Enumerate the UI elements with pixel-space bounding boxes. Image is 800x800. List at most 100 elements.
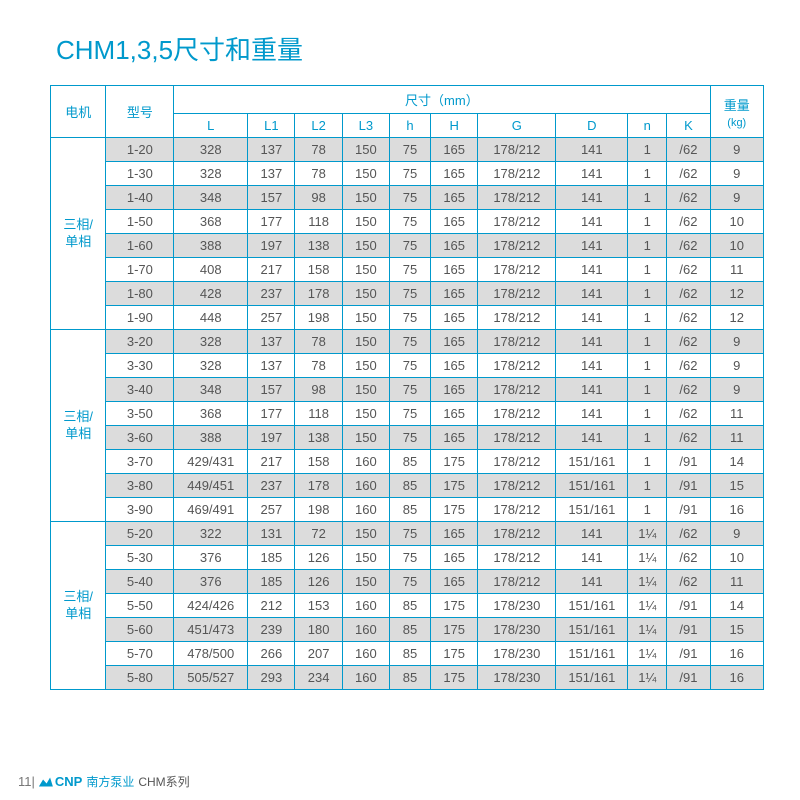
cell-D: 141: [556, 234, 628, 258]
cell-D: 151/161: [556, 594, 628, 618]
cell-h: 75: [389, 138, 430, 162]
table-row: 三相/单相5-203221317215075165178/2121411¼/62…: [51, 522, 764, 546]
cell-w: 16: [710, 666, 763, 690]
cell-H: 165: [431, 186, 478, 210]
cell-H: 165: [431, 138, 478, 162]
cell-K: /62: [667, 330, 710, 354]
cell-m: 3-90: [106, 498, 174, 522]
cell-L3: 150: [342, 402, 389, 426]
motor-cell: 三相/单相: [51, 522, 106, 690]
th-h: h: [389, 114, 430, 138]
cell-G: 178/230: [478, 666, 556, 690]
cell-L3: 150: [342, 522, 389, 546]
cell-w: 11: [710, 402, 763, 426]
cell-w: 9: [710, 138, 763, 162]
cell-D: 151/161: [556, 498, 628, 522]
series-label: CHM系列: [138, 773, 189, 790]
cell-K: /91: [667, 474, 710, 498]
cell-h: 85: [389, 450, 430, 474]
cell-n: 1¼: [628, 522, 667, 546]
cell-L: 348: [174, 378, 248, 402]
cell-D: 141: [556, 162, 628, 186]
cell-D: 141: [556, 138, 628, 162]
cell-w: 14: [710, 594, 763, 618]
cell-G: 178/212: [478, 138, 556, 162]
cell-L: 408: [174, 258, 248, 282]
cell-G: 178/212: [478, 306, 556, 330]
spec-table: 电机型号尺寸（mm）重量(kg)LL1L2L3hHGDnK 三相/单相1-203…: [50, 85, 764, 690]
cell-m: 3-20: [106, 330, 174, 354]
cell-D: 151/161: [556, 642, 628, 666]
cell-m: 3-70: [106, 450, 174, 474]
cell-H: 165: [431, 162, 478, 186]
cell-L3: 150: [342, 186, 389, 210]
cell-D: 141: [556, 330, 628, 354]
cell-K: /62: [667, 210, 710, 234]
cell-m: 1-60: [106, 234, 174, 258]
cell-D: 141: [556, 354, 628, 378]
table-row: 5-50424/42621215316085175178/230151/1611…: [51, 594, 764, 618]
cell-n: 1¼: [628, 570, 667, 594]
th-model: 型号: [106, 86, 174, 138]
cell-K: /91: [667, 618, 710, 642]
cell-K: /62: [667, 402, 710, 426]
cell-m: 5-50: [106, 594, 174, 618]
cell-L: 449/451: [174, 474, 248, 498]
cell-H: 175: [431, 642, 478, 666]
cell-L: 424/426: [174, 594, 248, 618]
cell-H: 175: [431, 474, 478, 498]
cell-L3: 150: [342, 258, 389, 282]
cell-H: 165: [431, 234, 478, 258]
table-row: 5-80505/52729323416085175178/230151/1611…: [51, 666, 764, 690]
cell-D: 151/161: [556, 666, 628, 690]
table-row: 1-8042823717815075165178/2121411/6212: [51, 282, 764, 306]
cell-L1: 257: [248, 498, 295, 522]
cell-L: 322: [174, 522, 248, 546]
cell-L1: 137: [248, 138, 295, 162]
table-row: 3-70429/43121715816085175178/212151/1611…: [51, 450, 764, 474]
cell-w: 16: [710, 498, 763, 522]
cell-G: 178/212: [478, 330, 556, 354]
cell-m: 5-20: [106, 522, 174, 546]
cell-L3: 150: [342, 378, 389, 402]
cell-n: 1¼: [628, 666, 667, 690]
cell-L3: 150: [342, 546, 389, 570]
cell-D: 141: [556, 546, 628, 570]
table-row: 1-303281377815075165178/2121411/629: [51, 162, 764, 186]
cell-L2: 118: [295, 210, 342, 234]
cell-h: 75: [389, 282, 430, 306]
cell-H: 165: [431, 426, 478, 450]
cell-L2: 158: [295, 258, 342, 282]
cell-n: 1: [628, 498, 667, 522]
cell-n: 1: [628, 474, 667, 498]
table-row: 5-3037618512615075165178/2121411¼/6210: [51, 546, 764, 570]
cell-w: 15: [710, 474, 763, 498]
cell-n: 1: [628, 306, 667, 330]
cell-G: 178/212: [478, 210, 556, 234]
cell-L3: 150: [342, 234, 389, 258]
cell-K: /62: [667, 186, 710, 210]
cell-G: 178/212: [478, 426, 556, 450]
cell-L2: 78: [295, 354, 342, 378]
cell-L2: 180: [295, 618, 342, 642]
cell-L: 388: [174, 426, 248, 450]
cell-h: 75: [389, 210, 430, 234]
brand-logo: CNP: [39, 774, 82, 789]
cell-K: /62: [667, 426, 710, 450]
cell-L3: 150: [342, 426, 389, 450]
cell-L3: 150: [342, 354, 389, 378]
cell-n: 1: [628, 450, 667, 474]
cell-h: 75: [389, 186, 430, 210]
th-D: D: [556, 114, 628, 138]
cell-H: 175: [431, 666, 478, 690]
cell-L1: 212: [248, 594, 295, 618]
cell-m: 5-40: [106, 570, 174, 594]
table-row: 5-70478/50026620716085175178/230151/1611…: [51, 642, 764, 666]
cell-L3: 160: [342, 498, 389, 522]
cell-w: 9: [710, 378, 763, 402]
cell-L2: 198: [295, 498, 342, 522]
th-motor: 电机: [51, 86, 106, 138]
cell-L2: 98: [295, 378, 342, 402]
cell-G: 178/212: [478, 450, 556, 474]
cell-L1: 157: [248, 378, 295, 402]
